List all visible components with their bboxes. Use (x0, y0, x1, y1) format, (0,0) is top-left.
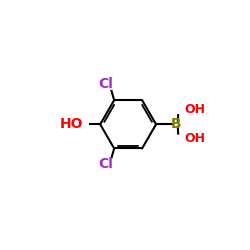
Text: OH: OH (184, 104, 206, 117)
Text: OH: OH (184, 132, 206, 145)
Text: HO: HO (60, 117, 83, 131)
Text: Cl: Cl (99, 158, 114, 172)
Text: B: B (171, 117, 181, 131)
Text: Cl: Cl (99, 77, 114, 91)
